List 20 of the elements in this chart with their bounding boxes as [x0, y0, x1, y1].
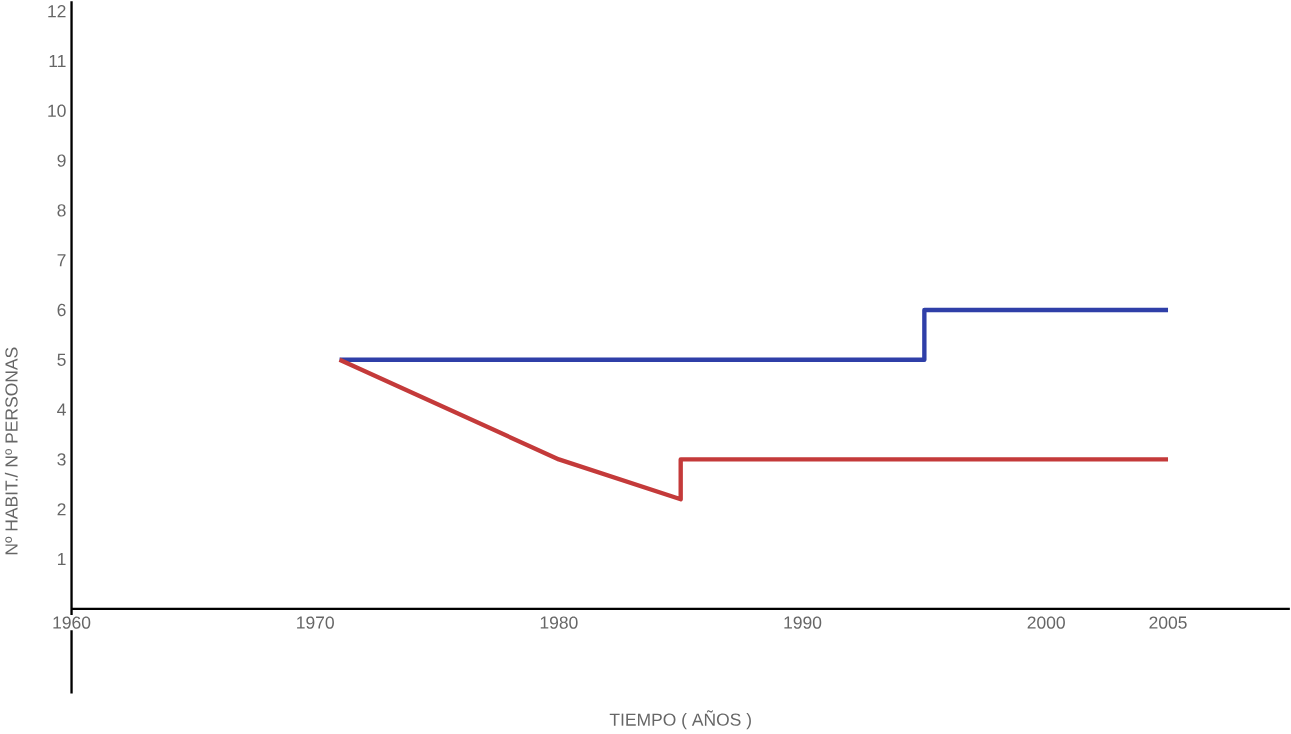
x-tick-label: 2000 — [1027, 616, 1065, 629]
y-tick-label: 11 — [49, 54, 66, 67]
y-tick-label: 1 — [58, 552, 66, 565]
x-tick-label: 1960 — [53, 616, 91, 629]
x-axis-title: TIEMPO ( AÑOS ) — [609, 710, 751, 730]
x-tick-label: 1970 — [297, 616, 334, 629]
y-tick-label: 12 — [48, 4, 66, 18]
x-tick-label: 1980 — [540, 616, 578, 629]
y-tick-label: 2 — [57, 503, 66, 516]
y-tick-label: 7 — [57, 254, 66, 267]
y-tick-label: 5 — [57, 353, 66, 366]
x-tick-label: 2005 — [1149, 616, 1187, 629]
y-axis-title: Nº HABIT./ Nº PERSONAS — [4, 347, 18, 555]
y-tick-label: 10 — [48, 104, 66, 117]
y-tick-label: 3 — [57, 453, 66, 466]
y-tick-label: 4 — [57, 403, 66, 416]
y-tick-label: 9 — [57, 154, 66, 167]
x-tick-label: 1990 — [784, 616, 822, 629]
y-tick-label: 6 — [57, 303, 66, 317]
y-tick-label: 8 — [57, 204, 66, 217]
